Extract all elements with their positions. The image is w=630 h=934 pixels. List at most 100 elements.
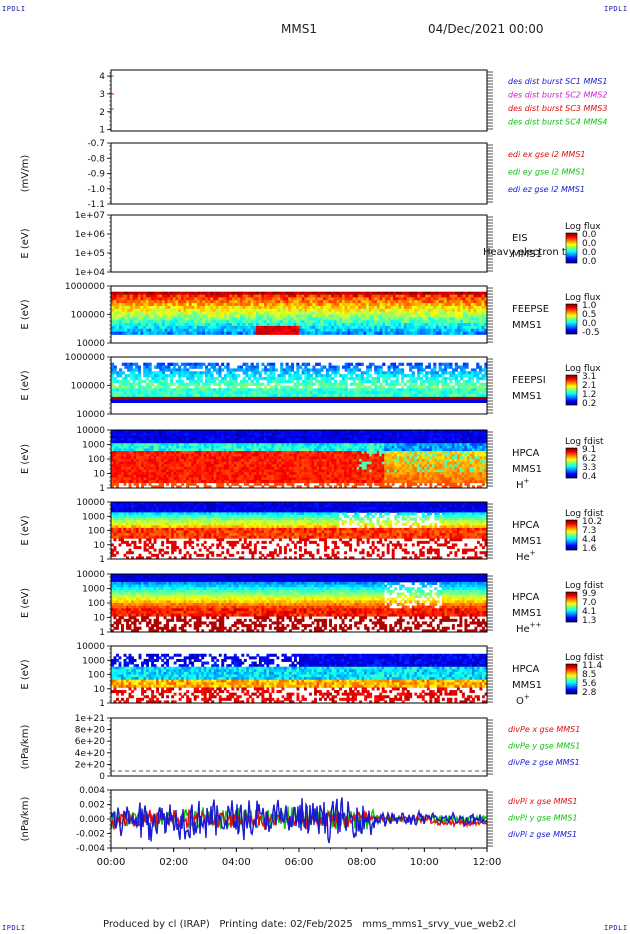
p6-cell	[219, 433, 222, 436]
p6-cell	[149, 446, 152, 449]
p5-cell	[256, 400, 259, 403]
p5-cell	[452, 386, 455, 389]
p4-cell	[151, 300, 154, 303]
p4-cell	[474, 292, 477, 295]
p4-cell	[374, 320, 377, 323]
p6-cell	[161, 477, 164, 480]
p4-cell	[240, 320, 243, 323]
p4-cell	[390, 300, 393, 303]
p5-cell	[116, 371, 119, 374]
p4-cell	[135, 323, 138, 326]
p4-cell	[449, 306, 452, 309]
p5-cell	[457, 383, 460, 386]
p4-cell	[471, 323, 474, 326]
p6-spectrogram	[111, 430, 487, 488]
p5-cell	[132, 374, 135, 377]
p6-cell	[126, 467, 129, 470]
p4-cell	[213, 317, 216, 320]
p4-cell	[299, 300, 302, 303]
p5-cell	[226, 391, 229, 394]
p4-cell	[323, 292, 326, 295]
p5-cell	[116, 380, 119, 383]
p4-cell	[452, 329, 455, 332]
p5-cell	[439, 388, 442, 391]
p4-cell	[226, 317, 229, 320]
p6-cell	[139, 441, 142, 444]
p5-cell	[474, 388, 477, 391]
p4-cell	[272, 326, 275, 329]
p4-cell	[248, 329, 251, 332]
p5-cell	[232, 391, 235, 394]
p6-cell	[161, 451, 164, 454]
p5-cell	[396, 368, 399, 371]
p4-cell	[283, 306, 286, 309]
p4-cell	[412, 317, 415, 320]
p6-cell	[136, 459, 139, 462]
p4-cell	[141, 317, 144, 320]
p6-cell	[161, 464, 164, 467]
p5-cell	[409, 397, 412, 400]
p5-cell	[283, 374, 286, 377]
p4-cell	[337, 295, 340, 298]
p5-cell	[267, 368, 270, 371]
p4-cell	[315, 306, 318, 309]
p6-cell	[181, 443, 184, 446]
p4-cell	[463, 320, 466, 323]
p5-cell	[447, 377, 450, 380]
p4-cell	[374, 292, 377, 295]
p4-cell	[310, 312, 313, 315]
p4-cell	[170, 306, 173, 309]
p5-cell	[216, 394, 219, 397]
p6-cell	[236, 443, 239, 446]
p4-cell	[334, 303, 337, 306]
p5-cell	[304, 377, 307, 380]
p6-cell	[249, 470, 252, 473]
p6-cell	[234, 464, 237, 467]
p4-cell	[141, 332, 144, 335]
p4-cell	[329, 306, 332, 309]
p4-cell	[173, 315, 176, 318]
p6-cell	[264, 446, 267, 449]
p4-cell	[401, 297, 404, 300]
p6-cell	[129, 433, 132, 436]
p4-cell	[226, 315, 229, 318]
p6-cell	[159, 480, 162, 483]
p4-cell	[401, 317, 404, 320]
p5-cell	[261, 400, 264, 403]
p4-cell	[272, 303, 275, 306]
p6-cell	[204, 475, 207, 478]
p5-cell	[363, 386, 366, 389]
p4-cell	[366, 329, 369, 332]
p4-cell	[294, 300, 297, 303]
p4-cell	[471, 329, 474, 332]
p4-cell	[423, 326, 426, 329]
p6-cell	[141, 483, 144, 486]
p6-cell	[216, 483, 219, 486]
p4-cell	[455, 326, 458, 329]
p4-cell	[124, 312, 127, 315]
p5-cell	[256, 368, 259, 371]
p4-cell	[468, 309, 471, 312]
p5-cell	[366, 388, 369, 391]
p5-cell	[304, 368, 307, 371]
p5-cell	[251, 388, 254, 391]
p5-cell	[361, 394, 364, 397]
p5-cell	[433, 368, 436, 371]
p4-cell	[186, 300, 189, 303]
p5-cell	[143, 363, 146, 366]
p4-cell	[307, 292, 310, 295]
p4-cell	[350, 295, 353, 298]
p4-cell	[423, 295, 426, 298]
p4-cell	[428, 329, 431, 332]
p5-cell	[393, 394, 396, 397]
p4-cell	[433, 297, 436, 300]
p4-cell	[474, 303, 477, 306]
p5-cell	[291, 400, 294, 403]
p5-cell	[248, 388, 251, 391]
p6-cell	[149, 480, 152, 483]
p4-cell	[275, 317, 278, 320]
p4-cell	[398, 320, 401, 323]
p5-cell	[318, 400, 321, 403]
p5-cell	[243, 397, 246, 400]
p5-cell	[380, 388, 383, 391]
